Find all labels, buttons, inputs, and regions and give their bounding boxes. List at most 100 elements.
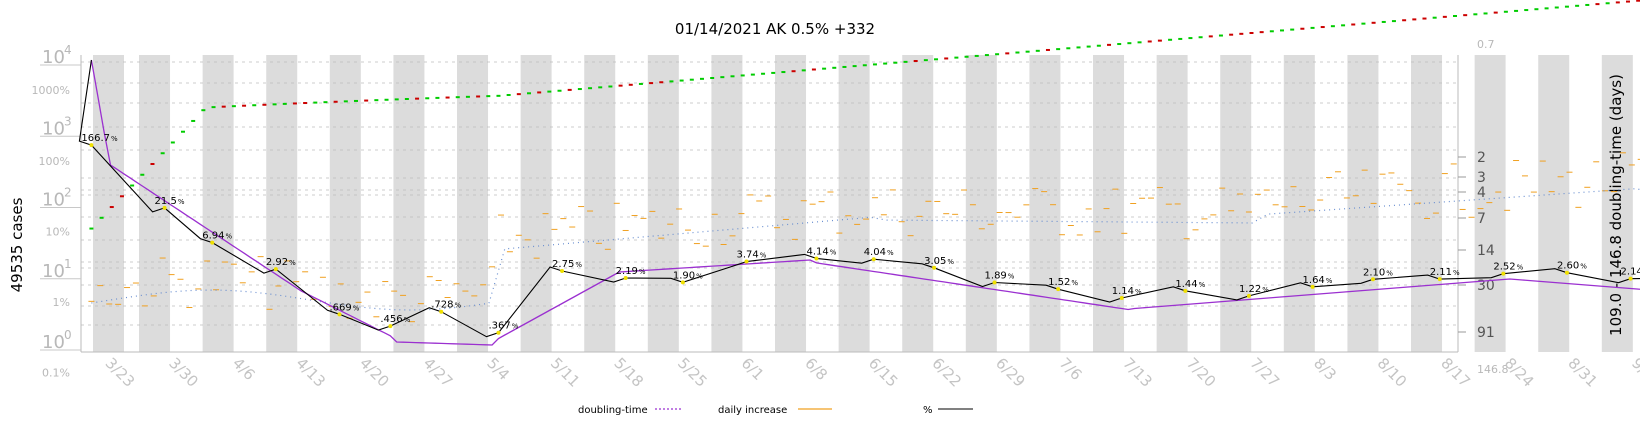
doubling-time-line [90, 59, 1640, 346]
pct-annotation-marker [1501, 271, 1506, 276]
pct-annotation-unit: % [830, 248, 837, 256]
pct-annotation-label: 3.74 [737, 250, 759, 261]
pct-annotation-marker [1310, 284, 1315, 289]
pct-annotations: 166.7 %21.5 %6.94 %2.92 %.669 %.456 %.728 %.367… [81, 133, 1640, 335]
y-pct-tick-label: 10% [46, 225, 70, 238]
y-left-tick-label: 10 [42, 118, 65, 139]
legend-pct-label: % [923, 405, 933, 416]
y-right-tick-label: 4 [1477, 185, 1486, 201]
pct-annotation-label: 1.52 [1048, 277, 1070, 288]
x-tick-label: 4/20 [356, 354, 393, 391]
pct-annotation-marker [439, 309, 444, 314]
band [1156, 55, 1188, 352]
band [202, 55, 234, 352]
pct-annotation-label: 2.60 [1557, 261, 1579, 272]
pct-annotation-unit: % [1517, 264, 1524, 272]
band [520, 55, 552, 352]
pct-annotation-unit: % [1199, 281, 1206, 289]
pct-annotation-label: 1.89 [985, 270, 1007, 281]
x-tick-label: 5/25 [674, 354, 711, 391]
x-tick-label: 6/29 [992, 354, 1029, 391]
pct-annotation-label: .669 [329, 302, 351, 313]
band [1601, 55, 1633, 352]
x-tick-label: 3/23 [102, 354, 139, 391]
pct-annotation-unit: % [760, 252, 767, 260]
pct-annotation-marker [560, 268, 565, 273]
x-tick-label: 6/15 [865, 354, 902, 391]
pct-annotation-marker [1183, 288, 1188, 293]
y-left-tick-label: 10 [42, 261, 65, 282]
pct-annotation-marker [388, 324, 393, 329]
pct-annotation-label: 2.19 [616, 266, 638, 277]
pct-annotation-label: 2.52 [1493, 262, 1515, 273]
y-pct-tick-label: 0.1% [42, 367, 70, 380]
pct-annotation-unit: % [947, 258, 954, 266]
y-left-tick-exponent: 3 [64, 114, 72, 128]
pct-annotation-marker [871, 257, 876, 262]
pct-annotation-marker [1246, 293, 1251, 298]
band [584, 55, 616, 352]
pct-annotation-label: 4.04 [864, 247, 886, 258]
pct-annotation-marker [1056, 287, 1061, 292]
pct-annotation-marker [273, 267, 278, 272]
weekend-bands [93, 55, 1633, 352]
pct-annotation-unit: % [1453, 269, 1460, 277]
band [838, 55, 870, 352]
pct-annotation-unit: % [353, 304, 360, 312]
pct-annotation-marker [89, 143, 94, 148]
pct-annotation-unit: % [639, 268, 646, 276]
pct-annotation-label: 1.44 [1175, 279, 1197, 290]
band [266, 55, 298, 352]
band [1474, 55, 1506, 352]
x-tick-label: 5/4 [483, 354, 513, 384]
pct-annotation-marker [1564, 270, 1569, 275]
pct-annotation-marker [337, 312, 342, 317]
pct-annotation-label: 4.14 [806, 246, 828, 257]
pct-annotation-unit: % [1386, 269, 1393, 277]
pct-annotation-unit: % [512, 323, 519, 331]
y-left-tick-label: 10 [42, 332, 65, 353]
pct-annotation-marker [744, 259, 749, 264]
x-tick-label: 4/6 [229, 354, 259, 384]
x-tick-label: 9/7 [1628, 354, 1640, 384]
band [1538, 55, 1570, 352]
pct-annotation-label: 1.14 [1112, 286, 1134, 297]
pct-annotation-label: 2.14 [1621, 267, 1640, 278]
y-left-tick-label: 10 [42, 190, 65, 211]
x-tick-label: 8/31 [1564, 354, 1601, 391]
pct-annotation-marker [1119, 295, 1124, 300]
y-right-tick-label: 91 [1477, 325, 1495, 341]
pct-annotation-unit: % [289, 259, 296, 267]
y-left-tick-exponent: 2 [64, 186, 72, 200]
pct-annotation-label: 6.94 [202, 231, 224, 242]
y-right-tick-label: 14 [1477, 243, 1495, 259]
x-tick-label: 4/27 [420, 354, 457, 391]
pct-annotation-unit: % [178, 198, 185, 206]
y-right-tick-label: 7 [1477, 211, 1486, 227]
band [457, 55, 489, 352]
pct-annotation-unit: % [575, 261, 582, 269]
y-pct-tick-label: 1000% [32, 84, 70, 97]
pct-annotation-unit: % [1008, 272, 1015, 280]
band [1283, 55, 1315, 352]
y-left-tick-label: 10 [42, 47, 65, 68]
band [647, 55, 679, 352]
legend: doubling-time daily increase % [578, 405, 973, 416]
pct-annotation-label: 3.05 [924, 256, 946, 267]
x-tick-label: 5/11 [547, 354, 584, 391]
pct-annotation-label: 1.90 [673, 270, 695, 281]
x-tick-label: 6/8 [801, 354, 831, 384]
x-tick-label: 3/30 [165, 354, 202, 391]
pct-annotation-marker [814, 256, 819, 261]
pct-annotation-label: 1.22 [1239, 284, 1261, 295]
pct-annotation-label: 1.64 [1303, 275, 1325, 286]
y-right-tick-label: 2 [1477, 150, 1486, 166]
pct-annotation-marker [992, 280, 997, 285]
pct-annotation-marker [210, 240, 215, 245]
band [393, 55, 425, 352]
legend-daily-label: daily increase [718, 405, 787, 416]
chart-title: 01/14/2021 AK 0.5% +332 [675, 20, 875, 38]
pct-annotation-marker [932, 265, 937, 270]
